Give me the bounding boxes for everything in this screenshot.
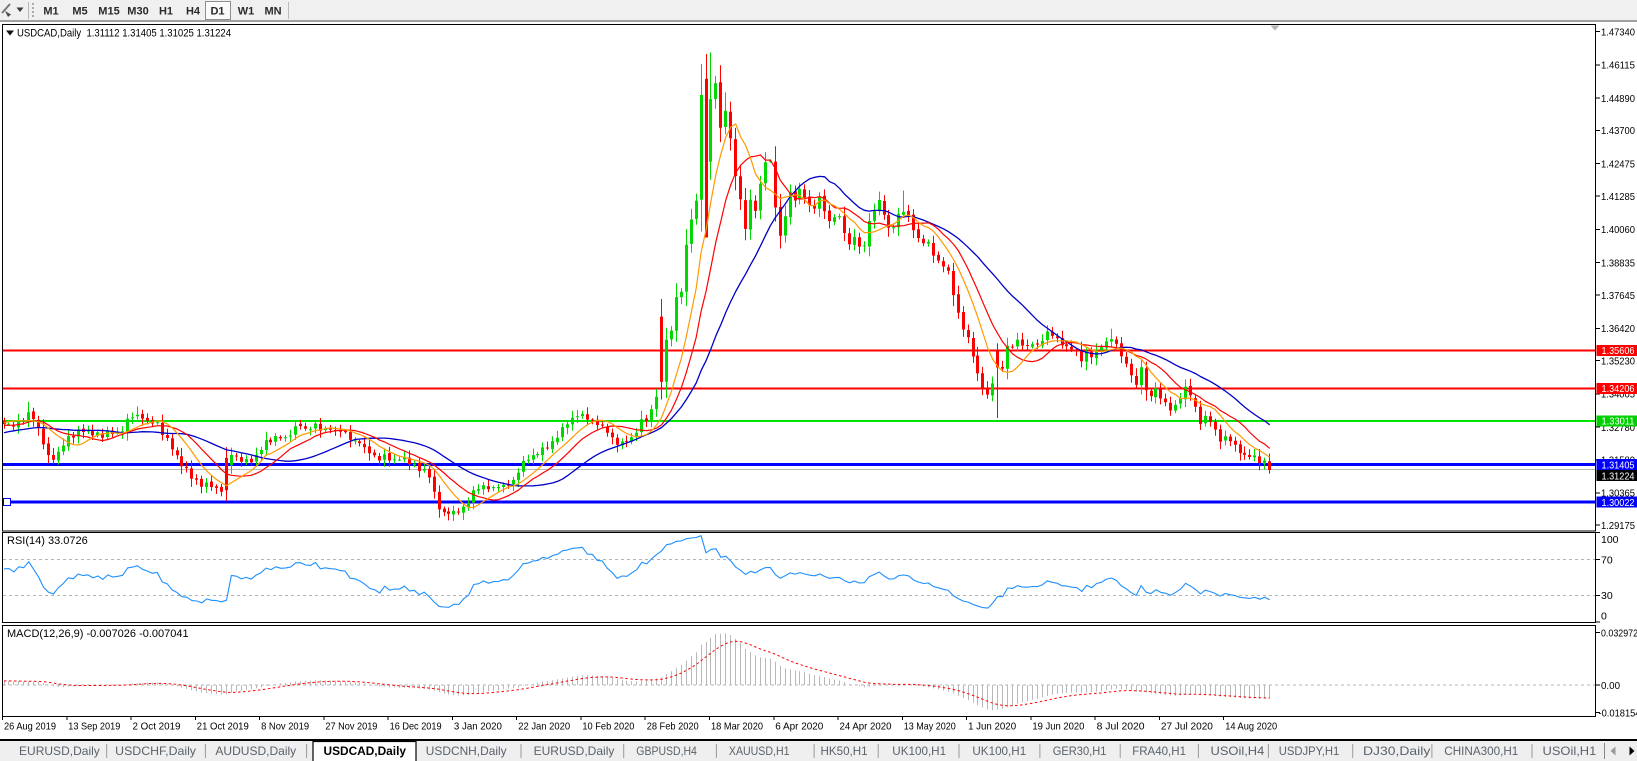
svg-text:13 Sep 2019: 13 Sep 2019 (68, 721, 120, 733)
svg-text:1.31405: 1.31405 (1602, 459, 1635, 471)
svg-text:USDCAD,Daily 1.31112 1.31405: USDCAD,Daily 1.31112 1.31405 1.31025 1.3… (17, 28, 231, 40)
svg-text:USOil,H4: USOil,H4 (1211, 744, 1265, 758)
svg-text:6 Apr 2020: 6 Apr 2020 (775, 721, 823, 733)
svg-text:UK100,H1: UK100,H1 (892, 744, 946, 758)
svg-text:GBPUSD,H4: GBPUSD,H4 (636, 744, 697, 758)
svg-text:22 Jan 2020: 22 Jan 2020 (518, 721, 570, 733)
svg-text:1.35606: 1.35606 (1602, 345, 1635, 357)
svg-text:UK100,H1: UK100,H1 (972, 744, 1026, 758)
svg-text:RSI(14) 33.0726: RSI(14) 33.0726 (7, 535, 88, 547)
svg-text:DJ30,Daily: DJ30,Daily (1363, 744, 1430, 758)
svg-text:0.00: 0.00 (1601, 680, 1620, 692)
svg-text:27 Jul 2020: 27 Jul 2020 (1161, 721, 1213, 733)
svg-text:1.41285: 1.41285 (1601, 191, 1635, 203)
svg-text:M1: M1 (43, 6, 58, 18)
svg-text:W1: W1 (238, 6, 255, 18)
svg-text:1.34206: 1.34206 (1602, 383, 1635, 395)
svg-text:3 Jan 2020: 3 Jan 2020 (454, 721, 502, 733)
svg-text:8 Jul 2020: 8 Jul 2020 (1097, 721, 1145, 733)
svg-text:1.29175: 1.29175 (1601, 520, 1635, 532)
svg-text:1.44890: 1.44890 (1601, 93, 1635, 105)
svg-text:8 Nov 2019: 8 Nov 2019 (261, 721, 309, 733)
svg-text:D1: D1 (210, 6, 224, 18)
svg-text:MACD(12,26,9) -0.007026 -0.007: MACD(12,26,9) -0.007026 -0.007041 (7, 628, 189, 640)
svg-text:1.35230: 1.35230 (1601, 355, 1635, 367)
svg-text:1.38835: 1.38835 (1601, 257, 1635, 269)
svg-text:10 Feb 2020: 10 Feb 2020 (582, 721, 634, 733)
svg-text:M15: M15 (98, 6, 119, 18)
svg-text:27 Nov 2019: 27 Nov 2019 (325, 721, 377, 733)
svg-text:16 Dec 2019: 16 Dec 2019 (390, 721, 442, 733)
svg-text:EURUSD,Daily: EURUSD,Daily (19, 744, 100, 758)
svg-text:M30: M30 (127, 6, 148, 18)
svg-text:0.032972: 0.032972 (1601, 627, 1637, 639)
svg-text:26 Aug 2019: 26 Aug 2019 (4, 721, 56, 733)
svg-text:USDCHF,Daily: USDCHF,Daily (115, 744, 196, 758)
svg-text:24 Apr 2020: 24 Apr 2020 (840, 721, 892, 733)
svg-text:MN: MN (264, 6, 281, 18)
svg-text:1.31224: 1.31224 (1602, 470, 1635, 482)
svg-text:1.36420: 1.36420 (1601, 323, 1635, 335)
svg-text:USDCAD,Daily: USDCAD,Daily (324, 744, 407, 758)
svg-text:GER30,H1: GER30,H1 (1053, 744, 1107, 758)
svg-text:1.46115: 1.46115 (1601, 60, 1635, 72)
svg-text:M5: M5 (72, 6, 87, 18)
svg-text:19 Jun 2020: 19 Jun 2020 (1032, 721, 1084, 733)
svg-text:1.30365: 1.30365 (1601, 488, 1635, 500)
svg-text:H1: H1 (159, 6, 173, 18)
svg-text:1.30022: 1.30022 (1602, 497, 1635, 509)
svg-text:AUDUSD,Daily: AUDUSD,Daily (215, 744, 296, 758)
svg-text:USDJPY,H1: USDJPY,H1 (1279, 744, 1340, 758)
svg-text:0: 0 (1601, 611, 1607, 623)
svg-text:30: 30 (1601, 590, 1613, 602)
svg-text:FRA40,H1: FRA40,H1 (1132, 744, 1186, 758)
svg-text:18 Mar 2020: 18 Mar 2020 (711, 721, 763, 733)
svg-text:70: 70 (1601, 554, 1613, 566)
svg-text:14 Aug 2020: 14 Aug 2020 (1225, 721, 1277, 733)
svg-text:28 Feb 2020: 28 Feb 2020 (647, 721, 699, 733)
svg-text:1.40060: 1.40060 (1601, 224, 1635, 236)
svg-text:1.33011: 1.33011 (1602, 416, 1635, 428)
svg-text:1.47340: 1.47340 (1601, 26, 1635, 38)
svg-text:CHINA300,H1: CHINA300,H1 (1444, 744, 1518, 758)
svg-text:2 Oct 2019: 2 Oct 2019 (133, 721, 181, 733)
svg-text:-0.018154: -0.018154 (1599, 707, 1637, 719)
svg-text:1.37645: 1.37645 (1601, 290, 1635, 302)
svg-text:21 Oct 2019: 21 Oct 2019 (197, 721, 249, 733)
svg-text:1.43700: 1.43700 (1601, 125, 1635, 137)
svg-text:H4: H4 (186, 6, 201, 18)
svg-text:13 May 2020: 13 May 2020 (904, 721, 956, 733)
svg-text:HK50,H1: HK50,H1 (821, 744, 868, 758)
svg-text:USOil,H1: USOil,H1 (1543, 744, 1597, 758)
svg-text:1 Jun 2020: 1 Jun 2020 (968, 721, 1016, 733)
svg-text:100: 100 (1601, 534, 1619, 546)
svg-text:USDCNH,Daily: USDCNH,Daily (426, 744, 507, 758)
svg-text:XAUUSD,H1: XAUUSD,H1 (729, 744, 790, 758)
svg-text:EURUSD,Daily: EURUSD,Daily (534, 744, 615, 758)
svg-text:1.42475: 1.42475 (1601, 159, 1635, 171)
